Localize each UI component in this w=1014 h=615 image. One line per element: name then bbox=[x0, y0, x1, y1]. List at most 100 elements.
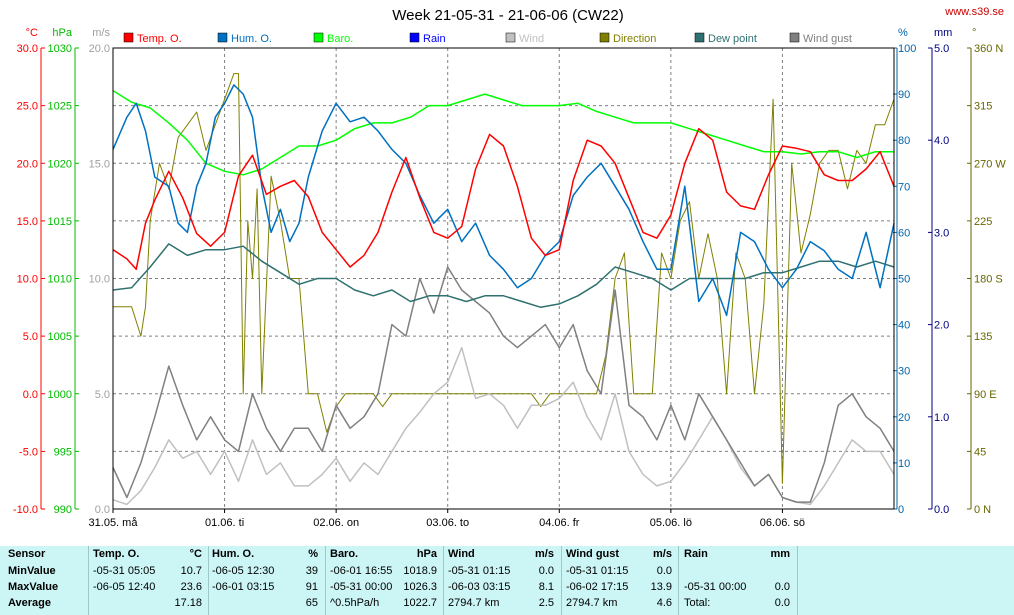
stats-avg-value: 4.6 bbox=[656, 597, 672, 609]
legend-label: Baro. bbox=[327, 33, 353, 45]
dir-tick-label: 180 S bbox=[974, 274, 1003, 286]
stats-max-value: 91 bbox=[305, 581, 318, 593]
baro-tick-label: 1010 bbox=[48, 274, 72, 286]
stats-min-time: -05-31 01:15 bbox=[566, 565, 629, 577]
legend-swatch bbox=[789, 32, 800, 43]
stats-avg-value: 17.18 bbox=[174, 597, 202, 609]
hum-tick-label: 40 bbox=[898, 320, 910, 332]
baro-tick-label: 990 bbox=[54, 504, 72, 516]
stats-avg-value: 1022.7 bbox=[403, 597, 437, 609]
stats-col-name: Wind bbox=[448, 548, 475, 560]
temp-unit-label: °C bbox=[26, 27, 38, 39]
temp-tick-label: 30.0 bbox=[17, 43, 38, 55]
dir-tick-label: 135 bbox=[974, 331, 992, 343]
wind-tick-label: 5.0 bbox=[95, 389, 110, 401]
stats-col-name: Baro. bbox=[330, 548, 359, 560]
stats-avg-note: 2794.7 km bbox=[448, 597, 500, 609]
stats-col-unit: m/s bbox=[653, 548, 672, 560]
dir-tick-label: 45 bbox=[974, 446, 986, 458]
wind-tick-label: 20.0 bbox=[89, 43, 110, 55]
series-line-baro bbox=[112, 89, 894, 176]
x-tick-label: 05.06. lö bbox=[650, 517, 692, 529]
rain-tick-label: 4.0 bbox=[934, 135, 949, 147]
stats-max-value: 8.1 bbox=[538, 581, 554, 593]
stats-col-unit: m/s bbox=[535, 548, 554, 560]
legend-swatch bbox=[505, 32, 516, 43]
dir-unit-label: ° bbox=[972, 27, 976, 39]
hum-tick-label: 30 bbox=[898, 366, 910, 378]
stats-column-divider bbox=[443, 546, 444, 615]
x-tick-label: 04.06. fr bbox=[539, 517, 580, 529]
series-line-dew-point bbox=[112, 243, 895, 309]
hum-tick-label: 70 bbox=[898, 181, 910, 193]
x-tick-label: 02.06. on bbox=[313, 517, 359, 529]
stats-avg-note: 2794.7 km bbox=[566, 597, 618, 609]
hum-tick-label: 20 bbox=[898, 412, 910, 424]
stats-column-divider bbox=[561, 546, 562, 615]
stats-col-unit: % bbox=[308, 548, 318, 560]
wind-unit-label: m/s bbox=[92, 27, 110, 39]
stats-min-value: 0.0 bbox=[538, 565, 554, 577]
legend-swatch bbox=[599, 32, 610, 43]
stats-avg-note: Total: bbox=[684, 597, 711, 609]
chart-axes: 31.05. må 01.06. ti 02.06. on 03.06. to 04.0… bbox=[13, 27, 1006, 529]
stats-row-header: Average bbox=[8, 597, 52, 609]
stats-avg-value: 65 bbox=[305, 597, 318, 609]
stats-avg-value: 0.0 bbox=[774, 597, 790, 609]
rain-unit-label: mm bbox=[934, 27, 952, 39]
site-link[interactable]: www.s39.se bbox=[944, 6, 1004, 18]
baro-tick-label: 1030 bbox=[48, 43, 72, 55]
series-line-wind-gust bbox=[112, 266, 895, 503]
baro-tick-label: 1005 bbox=[48, 331, 72, 343]
legend-label: Wind bbox=[519, 33, 544, 45]
series-line-temp-o bbox=[112, 127, 895, 271]
stats-min-value: 39 bbox=[305, 565, 318, 577]
hum-tick-label: 80 bbox=[898, 135, 910, 147]
rain-tick-label: 2.0 bbox=[934, 320, 949, 332]
legend-label: Dew point bbox=[708, 33, 757, 45]
rain-tick-label: 5.0 bbox=[934, 43, 949, 55]
legend-swatch bbox=[694, 32, 705, 43]
stats-min-value: 0.0 bbox=[656, 565, 672, 577]
stats-col-name: Wind gust bbox=[566, 548, 620, 560]
stats-column-divider bbox=[208, 546, 209, 615]
stats-max-value: 23.6 bbox=[180, 581, 202, 593]
series-line-hum-o bbox=[112, 84, 895, 317]
temp-tick-label: 5.0 bbox=[23, 331, 38, 343]
wind-tick-label: 15.0 bbox=[89, 158, 110, 170]
baro-tick-label: 1015 bbox=[48, 216, 72, 228]
wind-tick-label: 10.0 bbox=[89, 274, 110, 286]
stats-col-unit: °C bbox=[189, 548, 202, 560]
stats-min-time: -05-31 01:15 bbox=[448, 565, 511, 577]
hum-tick-label: 60 bbox=[898, 227, 910, 239]
stats-max-value: 13.9 bbox=[650, 581, 672, 593]
baro-tick-label: 1000 bbox=[48, 389, 72, 401]
series-line-direction bbox=[113, 73, 895, 484]
stats-avg-note: ^0.5hPa/h bbox=[330, 597, 380, 609]
stats-column-divider bbox=[797, 546, 798, 615]
dir-tick-label: 0 N bbox=[974, 504, 991, 516]
stats-col-unit: mm bbox=[770, 548, 790, 560]
legend-swatch bbox=[123, 32, 134, 43]
temp-tick-label: -10.0 bbox=[13, 504, 38, 516]
temp-tick-label: 20.0 bbox=[17, 158, 38, 170]
wind-tick-label: 0.0 bbox=[95, 504, 110, 516]
baro-tick-label: 1025 bbox=[48, 101, 72, 113]
x-tick-label: 01.06. ti bbox=[205, 517, 244, 529]
legend-swatch bbox=[217, 32, 228, 43]
legend-label: Rain bbox=[423, 33, 446, 45]
stats-col-name: Temp. O. bbox=[93, 548, 140, 560]
stats-max-time: -05-31 00:00 bbox=[330, 581, 393, 593]
stats-max-time: -06-02 17:15 bbox=[566, 581, 629, 593]
hum-tick-label: 0 bbox=[898, 504, 904, 516]
temp-tick-label: 0.0 bbox=[23, 389, 38, 401]
stats-min-time: -06-01 16:55 bbox=[330, 565, 393, 577]
stats-max-time: -06-03 03:15 bbox=[448, 581, 511, 593]
temp-tick-label: 15.0 bbox=[17, 216, 38, 228]
stats-min-value: 1018.9 bbox=[403, 565, 437, 577]
stats-max-time: -06-01 03:15 bbox=[212, 581, 275, 593]
baro-unit-label: hPa bbox=[52, 27, 72, 39]
stats-col-unit: hPa bbox=[416, 548, 437, 560]
stats-column-divider bbox=[678, 546, 679, 615]
stats-max-time: -05-31 00:00 bbox=[684, 581, 747, 593]
